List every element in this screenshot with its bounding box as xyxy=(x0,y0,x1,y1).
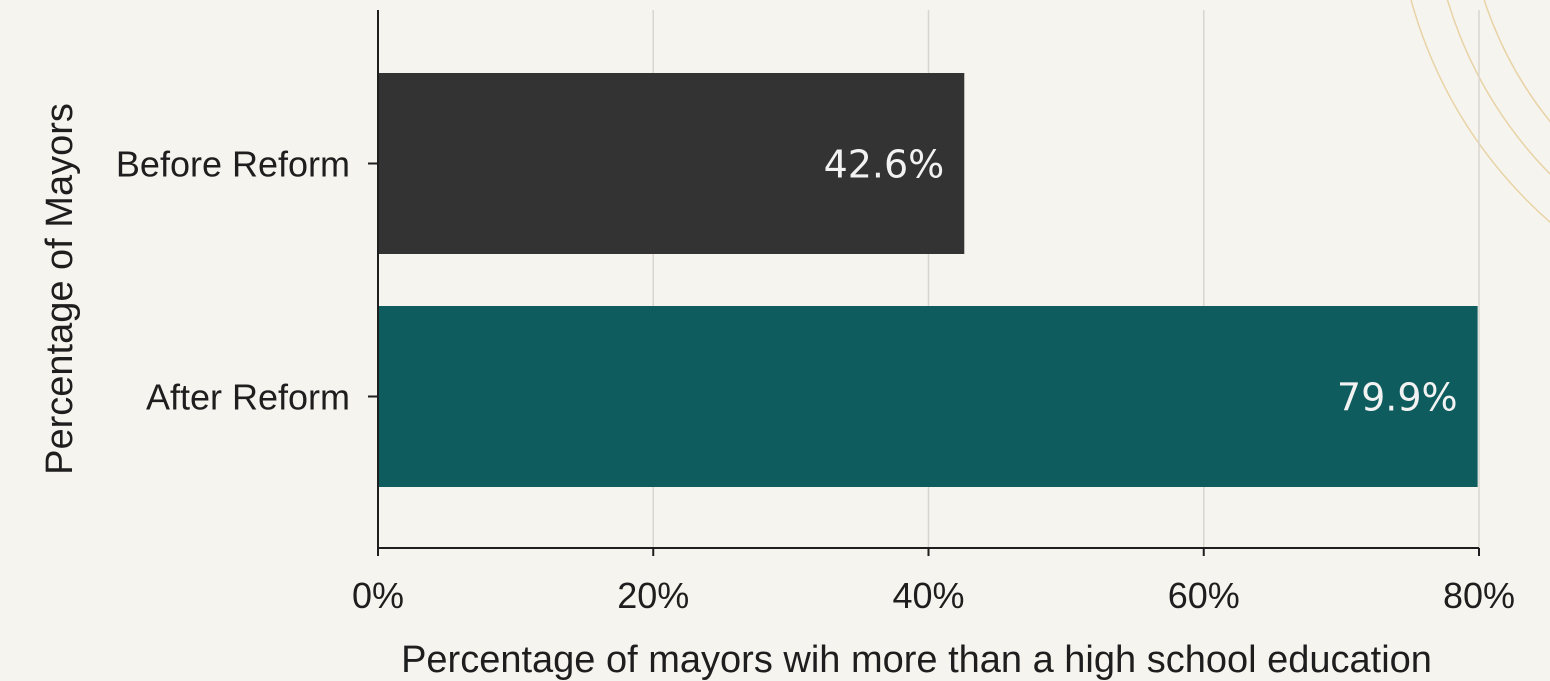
x-axis-title: Percentage of mayors wih more than a hig… xyxy=(401,639,1432,681)
x-tick-label: 20% xyxy=(617,575,689,616)
decorative-arc xyxy=(1410,0,1550,223)
bars: 42.6% 79.9% xyxy=(378,73,1478,487)
x-tick-label: 60% xyxy=(1168,575,1240,616)
decorative-arc xyxy=(1483,0,1550,123)
bar-value-label: 42.6% xyxy=(824,143,945,187)
x-tick-label: 80% xyxy=(1443,575,1515,616)
y-axis-title: Percentage of Mayors xyxy=(39,103,81,475)
decorative-arcs xyxy=(1410,0,1550,223)
x-tick-label: 0% xyxy=(352,575,404,616)
decorative-arc xyxy=(1446,0,1550,175)
bar xyxy=(378,306,1478,487)
bar xyxy=(378,73,965,254)
y-tick-label: Before Reform xyxy=(116,144,350,185)
x-tick-label: 40% xyxy=(892,575,964,616)
y-ticks: Before Reform After Reform xyxy=(116,144,378,418)
bar-value-label: 79.9% xyxy=(1337,376,1458,420)
y-tick-label: After Reform xyxy=(146,377,350,418)
x-ticks: 0% 20% 40% 60% 80% xyxy=(352,548,1515,616)
